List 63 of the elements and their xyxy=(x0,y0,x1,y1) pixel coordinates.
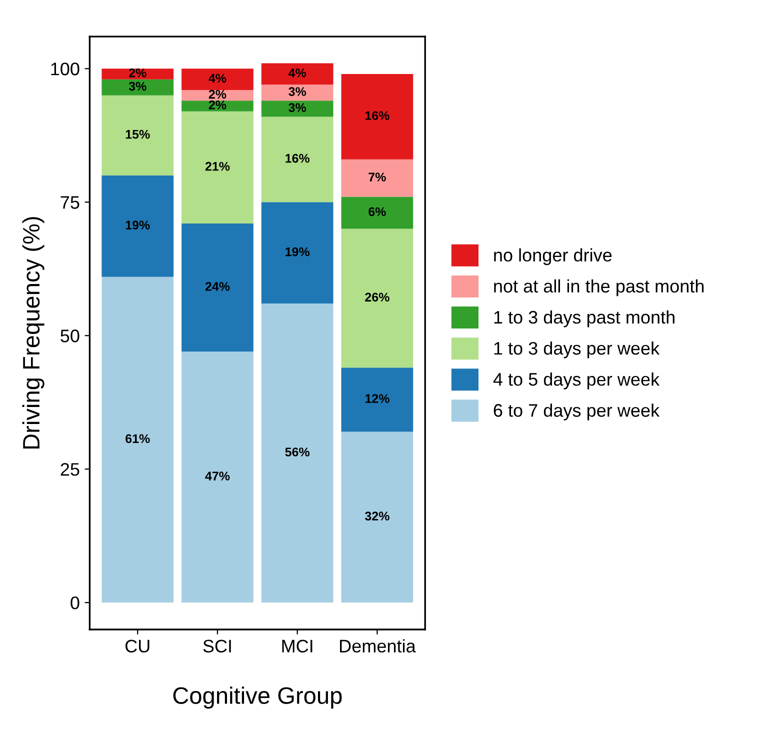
data-label: 4% xyxy=(288,68,306,78)
bar xyxy=(102,79,174,96)
data-label: 12% xyxy=(365,394,390,403)
bar xyxy=(182,100,254,112)
legend-label: 1 to 3 days past month xyxy=(494,310,674,328)
data-label: 2% xyxy=(208,100,226,110)
x-tick-label: MCI xyxy=(282,640,312,653)
bar xyxy=(261,202,334,304)
bar xyxy=(261,63,334,85)
data-label: 4% xyxy=(208,74,226,83)
data-label: 15% xyxy=(126,130,150,139)
data-label: 3% xyxy=(288,103,306,112)
y-tick-label: 75 xyxy=(60,196,80,209)
legend-label: 1 to 3 days per week xyxy=(494,341,660,358)
x-axis-title: Cognitive Group xyxy=(173,686,342,709)
x-tick-label: SCI xyxy=(203,640,231,653)
y-tick-label: 0 xyxy=(70,596,80,610)
data-label: 26% xyxy=(365,292,390,302)
legend-label: 4 to 5 days per week xyxy=(493,372,660,390)
legend-label: not at all in the past month xyxy=(494,279,704,296)
bar xyxy=(341,432,414,603)
bar xyxy=(341,368,414,432)
data-label: 3% xyxy=(128,82,146,91)
data-label: 19% xyxy=(286,247,310,256)
data-label: 7% xyxy=(368,172,386,182)
legend-label: 6 to 7 days per week xyxy=(494,404,660,420)
data-label: 16% xyxy=(286,154,310,163)
data-label: 61% xyxy=(126,434,150,444)
bar xyxy=(341,228,414,368)
data-label: 6% xyxy=(368,207,386,216)
data-label: 19% xyxy=(126,220,150,230)
x-tick-label: CU xyxy=(125,640,150,653)
x-tick-label: Dementia xyxy=(340,639,416,653)
data-label: 2% xyxy=(208,90,226,99)
bar xyxy=(182,352,254,603)
data-label: 24% xyxy=(205,282,230,291)
bar xyxy=(261,84,334,101)
bar xyxy=(182,111,254,224)
bar xyxy=(182,223,254,352)
data-label: 32% xyxy=(364,512,390,521)
y-tick-label: 25 xyxy=(60,463,80,476)
bar xyxy=(341,74,414,160)
bar xyxy=(102,175,174,277)
data-label: 47% xyxy=(205,472,230,480)
y-tick-label: 100 xyxy=(51,62,80,76)
bar xyxy=(182,68,254,90)
bar xyxy=(102,95,174,176)
bar xyxy=(261,304,334,603)
data-label: 56% xyxy=(285,448,310,456)
y-tick-label: 50 xyxy=(60,330,80,342)
data-label: 2% xyxy=(129,68,146,78)
bar xyxy=(102,276,174,603)
bar xyxy=(102,68,174,80)
bar xyxy=(261,100,334,117)
bar xyxy=(341,159,414,197)
bar xyxy=(261,116,334,202)
bar xyxy=(341,196,414,229)
legend-label: no longer drive xyxy=(494,248,612,266)
y-axis-title: Driving Frequency (%) xyxy=(22,217,44,449)
data-label: 21% xyxy=(205,162,230,171)
data-label: 3% xyxy=(288,87,306,96)
data-label: 16% xyxy=(365,111,390,120)
bar xyxy=(182,90,254,101)
